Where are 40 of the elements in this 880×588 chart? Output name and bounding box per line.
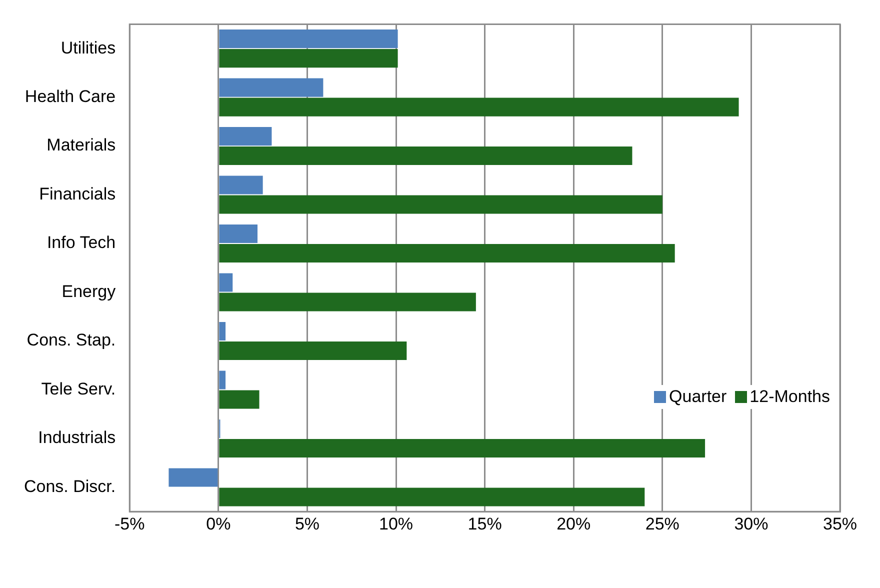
x-tick-label: 0% [206,514,231,534]
bar [219,488,645,506]
x-tick-label: 30% [734,514,768,534]
bar [219,30,398,48]
bar [219,273,233,292]
bar [219,342,407,360]
y-tick-label: Cons. Discr. [24,476,116,496]
legend-label: Quarter [668,386,727,407]
bar [219,146,632,166]
y-tick-label: Industrials [38,428,116,448]
bar [219,390,260,409]
bar [168,468,218,487]
bar [219,370,226,390]
bar [219,292,476,312]
bar [219,176,263,194]
bar [219,195,662,214]
x-tick-label: 25% [645,514,680,534]
x-tick-label: -5% [114,514,145,534]
y-tick-label: Materials [46,136,116,155]
bar [219,224,258,244]
bar [219,438,706,458]
legend-label: 12-Months [748,386,830,407]
y-tick-label: Energy [62,282,116,301]
bar [219,49,398,68]
y-tick-label: Health Care [24,86,116,106]
x-tick-label: 10% [379,514,414,534]
y-tick-label: Info Tech [46,233,116,252]
bar [219,98,739,116]
bar [219,127,272,146]
y-tick-label: Cons. Stap. [26,330,116,350]
x-tick-label: 15% [468,514,502,534]
x-tick-label: 20% [556,514,591,534]
y-tick-label: Tele Serv. [41,379,116,398]
bar [219,244,675,263]
bar [219,78,324,97]
x-tick-label: 35% [822,514,858,534]
bar [219,322,226,341]
x-tick-label: 5% [294,514,320,534]
y-tick-label: Financials [39,184,116,204]
y-tick-label: Utilities [60,38,116,58]
